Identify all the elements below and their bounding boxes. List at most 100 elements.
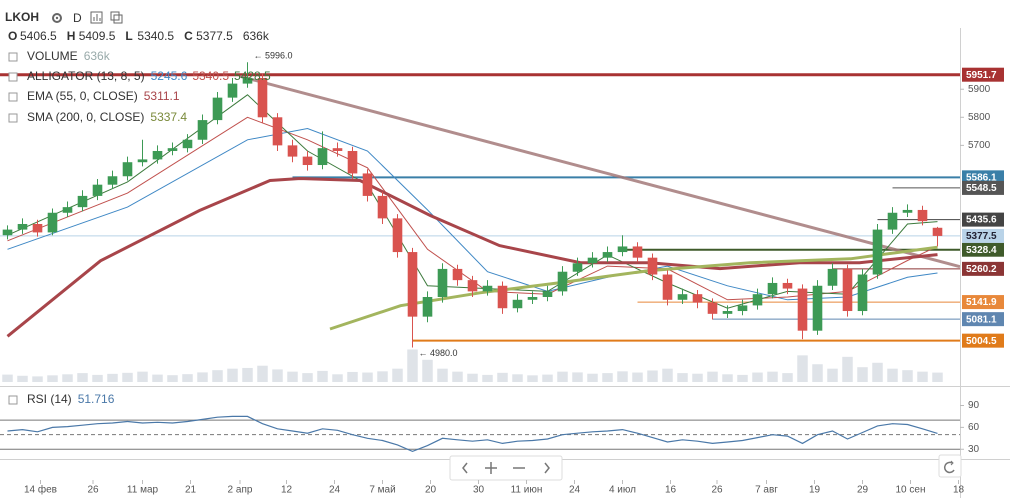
reset-button[interactable] [938,454,962,478]
candle-body [62,207,73,213]
volume-bar [722,374,733,382]
candle-body [737,305,748,312]
legend-value: 5311.1 [144,89,180,103]
volume-bar [467,373,478,382]
volume-bar [782,373,793,382]
volume-bar [107,373,118,382]
x-tick-label: 30 [473,485,485,496]
scroll-right-button[interactable] [544,462,550,474]
volume-bar [482,374,493,382]
candle-body [857,274,868,312]
legend-toggle[interactable] [8,52,18,62]
candle-body [152,150,163,160]
candle-body [872,229,883,275]
candle-body [692,294,703,303]
settings-icon[interactable] [52,13,62,23]
candle-body [782,282,793,289]
candle-body [557,271,568,292]
volume-bar [152,374,163,382]
price-label: 5141.9 [966,297,997,308]
zoom-in-button[interactable] [485,462,497,474]
legend-value: 5245.6 [151,69,188,83]
volume-bar [677,373,688,382]
volume-bar [887,368,898,382]
price-label-box [962,180,1004,195]
ohlc-letter: L [125,29,132,43]
price-label-box [962,228,1004,243]
rsi-value: 51.716 [78,392,115,406]
candle-body [677,294,688,300]
x-tick-label: 11 июн [511,485,543,496]
candle-body [467,280,478,292]
volume-bar [437,368,448,382]
candle-body [122,162,133,177]
volume-bar [812,364,823,382]
bars-icon[interactable] [90,11,103,24]
candle-body [437,268,448,297]
price-label-box [962,170,1004,185]
candle-body [602,252,613,258]
candle-body [302,156,313,166]
legend-value: 5428.5 [234,69,271,83]
price-annotation: ← 4980.0 [419,348,458,358]
volume-bar [317,370,328,382]
candle-body [227,83,238,98]
volume-bar [542,374,553,382]
volume-bar [47,375,58,382]
candle-body [2,229,13,236]
price-label-box [962,261,1004,276]
ohlc-value: 5340.5 [137,29,174,43]
candle-body [452,268,463,281]
volume-bar [527,375,538,382]
x-tick-label: 2 апр [228,485,253,496]
candle-body [572,263,583,272]
x-tick-label: 24 [569,485,581,496]
candle-body [137,159,148,163]
legend-value: 5340.5 [192,69,229,83]
legend-toggle[interactable] [8,395,18,405]
candle-body [317,148,328,166]
price-label-box [962,212,1004,227]
compare-icon[interactable] [110,11,123,24]
price-label: 5260.2 [966,264,997,275]
x-tick-label: 11 мар [127,485,159,496]
volume-bar [377,371,388,382]
volume-bar [332,374,343,382]
candle-body [92,184,103,196]
legend-toggle[interactable] [8,113,18,123]
candle-body [107,176,118,185]
price-label: 5435.6 [966,215,997,226]
candle-body [32,223,43,233]
volume-bar [62,374,73,382]
candle-body [422,296,433,317]
volume-bar [362,372,373,382]
volume-bar [212,370,223,382]
x-tick-label: 20 [425,485,437,496]
interval[interactable]: D [73,11,82,25]
candle-body [647,257,658,275]
legend-name: VOLUME [27,49,78,63]
candle-body [197,120,208,140]
x-tick-label: 7 авг [755,485,778,496]
candle-body [752,294,763,306]
volume-bar [122,372,133,382]
ohlc-letter: O [8,29,17,43]
candle-body [257,77,268,118]
candle-body [542,291,553,297]
volume-bar [737,374,748,382]
legend-toggle[interactable] [8,92,18,102]
candle-body [902,209,913,213]
candle-body [827,268,838,286]
candle-body [407,252,418,317]
candle-body [722,311,733,314]
volume-bar [347,371,358,382]
x-tick-label: 26 [711,485,723,496]
price-label-box [962,333,1004,348]
volume-bar [872,362,883,382]
price-label: 5548.5 [966,183,997,194]
legend-toggle[interactable] [8,72,18,82]
scroll-left-button[interactable] [462,462,468,474]
price-label: 5586.1 [966,172,997,183]
ohlc-letter: C [184,29,193,43]
volume-bar [557,371,568,382]
